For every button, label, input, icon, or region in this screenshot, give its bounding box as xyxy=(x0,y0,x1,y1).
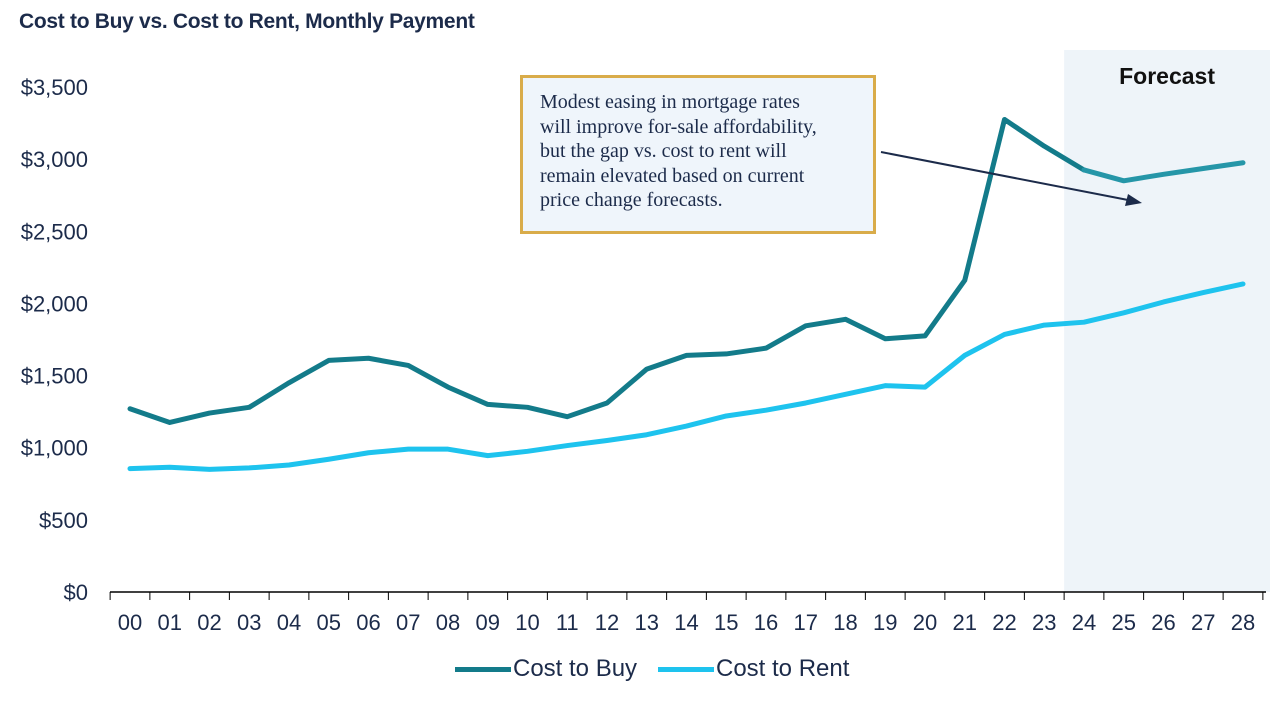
y-tick-label: $3,000 xyxy=(21,147,88,172)
x-tick-label: 22 xyxy=(992,610,1016,635)
forecast-label: Forecast xyxy=(1119,63,1215,89)
x-tick-label: 20 xyxy=(913,610,937,635)
y-tick-label: $1,000 xyxy=(21,436,88,461)
legend: Cost to Buy Cost to Rent xyxy=(0,655,1280,685)
x-tick-label: 25 xyxy=(1112,610,1136,635)
x-tick-label: 05 xyxy=(317,610,341,635)
y-tick-label: $0 xyxy=(64,580,88,605)
x-tick-label: 24 xyxy=(1072,610,1096,635)
annotation-line: will improve for-sale affordability, xyxy=(540,115,817,138)
x-tick-label: 09 xyxy=(476,610,500,635)
x-tick-label: 01 xyxy=(158,610,182,635)
legend-label: Cost to Rent xyxy=(716,655,850,682)
annotation-line: price change forecasts. xyxy=(540,189,723,211)
x-tick-label: 23 xyxy=(1032,610,1056,635)
legend-swatch xyxy=(455,666,511,672)
x-tick-label: 13 xyxy=(635,610,659,635)
y-tick-label: $2,500 xyxy=(21,219,88,244)
arrow-shaft xyxy=(880,151,1129,201)
annotation-line: Modest easing in mortgage rates xyxy=(540,91,800,113)
series-line-forecast xyxy=(1081,160,1246,184)
x-tick-label: 18 xyxy=(833,610,857,635)
annotation-arrow xyxy=(880,151,1142,206)
y-axis-ticks: $0 $500 $1,000 $1,500 $2,000 $2,500 $3,000 $3,5… xyxy=(21,75,88,605)
x-tick-label: 10 xyxy=(515,610,539,635)
x-tick-label: 08 xyxy=(436,610,460,635)
x-tick-label: 21 xyxy=(953,610,977,635)
x-tick-label: 17 xyxy=(794,610,818,635)
x-tick-label: 03 xyxy=(237,610,261,635)
chart-title: Cost to Buy vs. Cost to Rent, Monthly Pa… xyxy=(19,10,475,33)
x-tick-label: 00 xyxy=(118,610,142,635)
series-line xyxy=(127,281,1246,472)
annotation-box: Modest easing in mortgage rates will imp… xyxy=(520,75,876,234)
x-tick-label: 27 xyxy=(1191,610,1215,635)
x-tick-label: 12 xyxy=(595,610,619,635)
y-tick-label: $2,000 xyxy=(21,291,88,316)
x-tick-label: 19 xyxy=(873,610,897,635)
legend-swatch xyxy=(658,666,714,672)
x-tick-label: 11 xyxy=(556,610,579,635)
annotation-line: but the gap vs. cost to rent will xyxy=(540,140,787,162)
x-tick-label: 02 xyxy=(197,610,221,635)
arrow-head xyxy=(1125,194,1142,206)
x-tick-label: 26 xyxy=(1151,610,1175,635)
series-lines xyxy=(127,116,1246,472)
series-line-actual xyxy=(127,116,1087,425)
x-tick-label: 15 xyxy=(714,610,738,635)
y-tick-label: $500 xyxy=(39,508,88,533)
x-tick-label: 14 xyxy=(674,610,698,635)
y-tick-label: $3,500 xyxy=(21,75,88,100)
x-tick-label: 06 xyxy=(356,610,380,635)
x-tick-label: 07 xyxy=(396,610,420,635)
annotation-line: remain elevated based on current xyxy=(540,164,805,187)
legend-item-cost-to-rent: Cost to Rent xyxy=(658,655,849,683)
x-axis: 00 01 02 03 04 05 06 07 08 09 10 11 12 13 14 15 16 17 18 19… xyxy=(109,591,1266,635)
x-tick-label: 28 xyxy=(1231,610,1255,635)
legend-label: Cost to Buy xyxy=(513,655,638,682)
y-tick-label: $1,500 xyxy=(21,364,88,389)
x-tick-label: 16 xyxy=(754,610,778,635)
x-tick-label: 04 xyxy=(277,610,301,635)
legend-item-cost-to-buy: Cost to Buy xyxy=(455,655,637,683)
